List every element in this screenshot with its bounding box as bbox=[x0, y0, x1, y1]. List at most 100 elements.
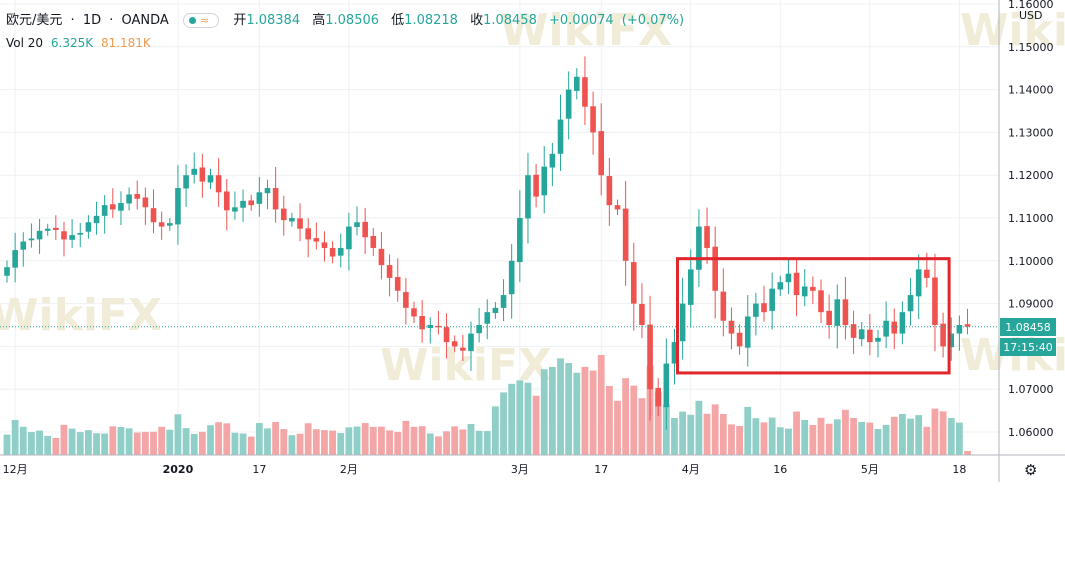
candle-body[interactable] bbox=[223, 191, 230, 211]
candle-body[interactable] bbox=[191, 168, 198, 175]
candle-body[interactable] bbox=[207, 175, 214, 183]
candle-body[interactable] bbox=[517, 218, 523, 263]
candle-body[interactable] bbox=[582, 77, 588, 107]
candle-body[interactable] bbox=[850, 324, 857, 338]
candle-body[interactable] bbox=[183, 175, 189, 189]
candle-body[interactable] bbox=[158, 222, 165, 227]
candle-body[interactable] bbox=[858, 329, 865, 340]
candle-body[interactable] bbox=[671, 342, 678, 364]
candle-body[interactable] bbox=[525, 175, 531, 219]
candle-body[interactable] bbox=[810, 286, 816, 291]
candle-body[interactable] bbox=[476, 325, 482, 334]
candle-body[interactable] bbox=[394, 277, 401, 291]
candle-body[interactable] bbox=[907, 295, 914, 312]
volume-label[interactable]: Vol 20 bbox=[6, 36, 44, 50]
candle-body[interactable] bbox=[720, 291, 727, 321]
candle-body[interactable] bbox=[842, 299, 849, 325]
candle-body[interactable] bbox=[53, 227, 59, 230]
candle-body[interactable] bbox=[248, 200, 254, 206]
candle-body[interactable] bbox=[639, 304, 645, 325]
candle-body[interactable] bbox=[630, 262, 637, 304]
candle-body[interactable] bbox=[419, 316, 425, 330]
candle-body[interactable] bbox=[468, 333, 474, 352]
candle-body[interactable] bbox=[337, 247, 344, 256]
candle-body[interactable] bbox=[924, 269, 930, 278]
candle-body[interactable] bbox=[362, 221, 368, 238]
candle-body[interactable] bbox=[199, 167, 206, 182]
candle-body[interactable] bbox=[663, 363, 670, 408]
candle-body[interactable] bbox=[614, 205, 621, 210]
candle-body[interactable] bbox=[44, 228, 51, 231]
candle-body[interactable] bbox=[69, 235, 75, 240]
candle-body[interactable] bbox=[272, 188, 279, 210]
candle-body[interactable] bbox=[297, 218, 303, 229]
candle-body[interactable] bbox=[867, 329, 873, 343]
candle-body[interactable] bbox=[313, 238, 320, 242]
candle-body[interactable] bbox=[574, 76, 580, 91]
candles[interactable] bbox=[4, 56, 971, 430]
candle-body[interactable] bbox=[370, 235, 377, 248]
candle-body[interactable] bbox=[696, 226, 702, 270]
candle-body[interactable] bbox=[28, 238, 35, 241]
candle-body[interactable] bbox=[280, 208, 287, 221]
candle-body[interactable] bbox=[443, 327, 450, 343]
candle-body[interactable] bbox=[875, 337, 881, 342]
candle-body[interactable] bbox=[232, 207, 238, 212]
candle-body[interactable] bbox=[508, 260, 515, 295]
candle-body[interactable] bbox=[36, 230, 43, 240]
candle-body[interactable] bbox=[134, 194, 141, 199]
candle-body[interactable] bbox=[175, 188, 181, 225]
candle-body[interactable] bbox=[492, 307, 499, 314]
candle-body[interactable] bbox=[565, 89, 572, 119]
candle-body[interactable] bbox=[20, 241, 27, 250]
candle-body[interactable] bbox=[126, 194, 132, 204]
candle-body[interactable] bbox=[118, 203, 124, 211]
candle-body[interactable] bbox=[12, 250, 18, 268]
candle-body[interactable] bbox=[541, 166, 548, 196]
candle-body[interactable] bbox=[590, 106, 596, 133]
candle-body[interactable] bbox=[403, 292, 409, 308]
candle-body[interactable] bbox=[761, 303, 767, 313]
candle-body[interactable] bbox=[484, 312, 491, 324]
candle-body[interactable] bbox=[329, 247, 336, 257]
interval[interactable]: 1D bbox=[82, 13, 102, 28]
candle-body[interactable] bbox=[622, 208, 629, 261]
candle-body[interactable] bbox=[728, 320, 735, 334]
candle-body[interactable] bbox=[167, 223, 173, 226]
candle-body[interactable] bbox=[93, 215, 100, 224]
candle-body[interactable] bbox=[354, 222, 360, 227]
candle-body[interactable] bbox=[704, 226, 710, 248]
candle-body[interactable] bbox=[77, 232, 84, 235]
candle-body[interactable] bbox=[769, 288, 775, 311]
candle-body[interactable] bbox=[956, 325, 963, 334]
candle-body[interactable] bbox=[346, 226, 352, 250]
candle-body[interactable] bbox=[101, 205, 108, 216]
candle-body[interactable] bbox=[785, 273, 792, 283]
candle-body[interactable] bbox=[110, 204, 116, 210]
candle-body[interactable] bbox=[915, 269, 922, 297]
candle-body[interactable] bbox=[647, 324, 653, 390]
candle-body[interactable] bbox=[240, 200, 246, 208]
candle-body[interactable] bbox=[557, 119, 564, 154]
candle-body[interactable] bbox=[460, 347, 466, 351]
candle-body[interactable] bbox=[948, 333, 955, 348]
candle-body[interactable] bbox=[150, 208, 157, 223]
candle-body[interactable] bbox=[215, 175, 222, 193]
candle-body[interactable] bbox=[793, 272, 800, 296]
candle-body[interactable] bbox=[378, 248, 385, 266]
candle-body[interactable] bbox=[533, 174, 539, 197]
candle-body[interactable] bbox=[305, 228, 311, 240]
status-badge[interactable]: ≈ bbox=[182, 13, 220, 28]
candle-body[interactable] bbox=[500, 295, 507, 308]
candle-body[interactable] bbox=[777, 282, 784, 290]
candle-body[interactable] bbox=[712, 246, 718, 291]
candle-body[interactable] bbox=[386, 265, 393, 278]
candle-body[interactable] bbox=[598, 131, 605, 176]
candle-body[interactable] bbox=[744, 316, 751, 348]
candle-body[interactable] bbox=[736, 332, 743, 347]
candle-body[interactable] bbox=[85, 222, 92, 232]
candle-body[interactable] bbox=[899, 312, 906, 334]
candle-body[interactable] bbox=[411, 308, 417, 317]
candle-body[interactable] bbox=[655, 387, 661, 407]
